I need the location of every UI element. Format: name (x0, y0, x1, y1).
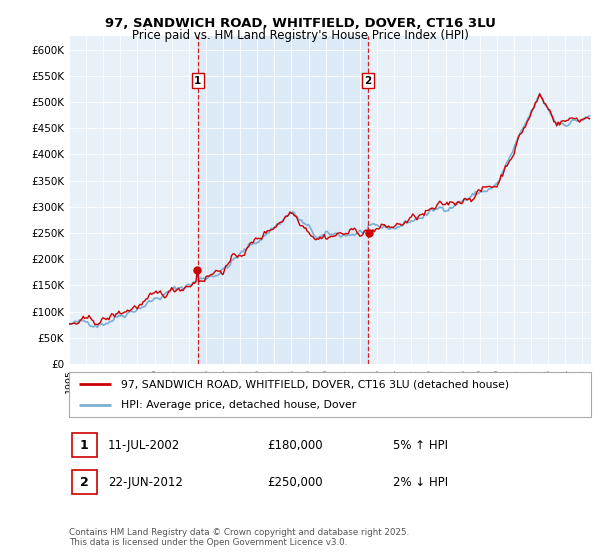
Text: 1: 1 (80, 438, 89, 452)
FancyBboxPatch shape (71, 433, 97, 457)
Text: 1: 1 (194, 76, 202, 86)
Text: 2% ↓ HPI: 2% ↓ HPI (392, 475, 448, 488)
Text: 5% ↑ HPI: 5% ↑ HPI (392, 438, 448, 452)
Text: 22-JUN-2012: 22-JUN-2012 (108, 475, 183, 488)
Text: HPI: Average price, detached house, Dover: HPI: Average price, detached house, Dove… (121, 400, 356, 410)
Text: Contains HM Land Registry data © Crown copyright and database right 2025.
This d: Contains HM Land Registry data © Crown c… (69, 528, 409, 547)
Text: £250,000: £250,000 (268, 475, 323, 488)
Text: 2: 2 (364, 76, 371, 86)
Bar (198, 36, 368, 364)
Text: £180,000: £180,000 (268, 438, 323, 452)
Text: 97, SANDWICH ROAD, WHITFIELD, DOVER, CT16 3LU: 97, SANDWICH ROAD, WHITFIELD, DOVER, CT1… (104, 17, 496, 30)
Text: 11-JUL-2002: 11-JUL-2002 (108, 438, 181, 452)
FancyBboxPatch shape (71, 470, 97, 494)
Text: 97, SANDWICH ROAD, WHITFIELD, DOVER, CT16 3LU (detached house): 97, SANDWICH ROAD, WHITFIELD, DOVER, CT1… (121, 380, 509, 390)
Text: Price paid vs. HM Land Registry's House Price Index (HPI): Price paid vs. HM Land Registry's House … (131, 29, 469, 42)
Text: 2: 2 (80, 475, 89, 488)
